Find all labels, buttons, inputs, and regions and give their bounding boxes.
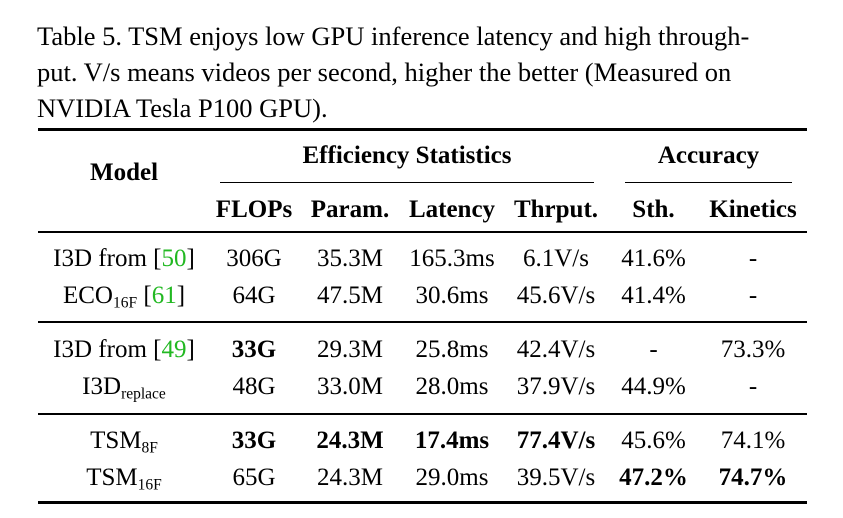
row-6-latency: 29.0ms [415,464,489,491]
header-kinetics: Kinetics [709,196,797,223]
header-efficiency-statistics: Efficiency Statistics [302,142,512,169]
row-5-kinetics: 74.1% [720,427,786,454]
row-2-kinetics: - [748,282,758,309]
row-2-sth: 41.4% [621,282,686,309]
row-6-kinetics: 74.7% [718,464,788,491]
caption-line-1: Table 5. TSM enjoys low GPU inference la… [37,21,750,51]
row-4-latency: 28.0ms [415,373,489,400]
row-5-sth: 45.6% [621,427,686,454]
row-6-model: TSM16F [86,464,162,494]
row-5-latency: 17.4ms [414,427,490,454]
row-2-param: 47.5M [317,282,383,309]
header-accuracy: Accuracy [657,142,760,169]
row-4-flops: 48G [232,373,276,400]
row-5-model: TSM8F [90,427,158,457]
row-5-param: 24.3M [316,427,384,454]
row-5-flops: 33G [231,427,277,454]
top-rule [38,128,807,131]
row-3-kinetics: 73.3% [720,336,786,363]
row-1-sth: 41.6% [621,245,686,272]
row-3-model: I3D from [49] [53,336,195,363]
row-3-thrput: 42.4V/s [516,336,596,363]
caption-line-3: NVIDIA Tesla P100 GPU). [37,93,328,123]
row-6-sth: 47.2% [619,464,688,491]
row-4-param: 33.0M [317,373,383,400]
accuracy-cmidrule [625,182,792,184]
row-2-thrput: 45.6V/s [516,282,596,309]
row-5-thrput: 77.4V/s [516,427,596,454]
efficiency-cmidrule [220,182,594,184]
row-2-model: ECO16F [61] [62,282,186,312]
row-3-param: 29.3M [317,336,383,363]
header-param: Param. [310,196,390,223]
row-1-kinetics: - [748,245,758,272]
header-sth: Sth. [632,196,675,223]
row-6-thrput: 39.5V/s [516,464,596,491]
row-2-latency: 30.6ms [415,282,489,309]
row-1-thrput: 6.1V/s [523,245,589,272]
group1-rule [38,321,807,323]
header-flops: FLOPs [215,196,293,223]
caption-line-2: put. V/s means videos per second, higher… [37,57,732,87]
header-rule [38,231,807,233]
row-3-sth: - [649,336,658,363]
row-4-thrput: 37.9V/s [516,373,596,400]
row-4-sth: 44.9% [621,373,686,400]
citation-link[interactable]: 49 [161,336,187,363]
header-latency: Latency [408,196,496,223]
citation-link[interactable]: 50 [161,245,187,272]
row-4-kinetics: - [748,373,758,400]
row-1-latency: 165.3ms [409,245,495,272]
row-1-flops: 306G [226,245,282,272]
group2-rule [38,413,807,415]
header-model: Model [89,159,159,186]
header-thrput: Thrput. [513,196,599,223]
row-2-flops: 64G [232,282,276,309]
row-6-flops: 65G [232,464,276,491]
row-3-flops: 33G [231,336,277,363]
bottom-rule [38,501,807,504]
table-caption: Table 5. TSM enjoys low GPU inference la… [37,18,827,126]
row-3-latency: 25.8ms [415,336,489,363]
row-1-model: I3D from [50] [53,245,195,272]
row-1-param: 35.3M [317,245,383,272]
row-6-param: 24.3M [317,464,383,491]
row-4-model: I3Dreplace [82,373,166,403]
citation-link[interactable]: 61 [151,282,177,309]
